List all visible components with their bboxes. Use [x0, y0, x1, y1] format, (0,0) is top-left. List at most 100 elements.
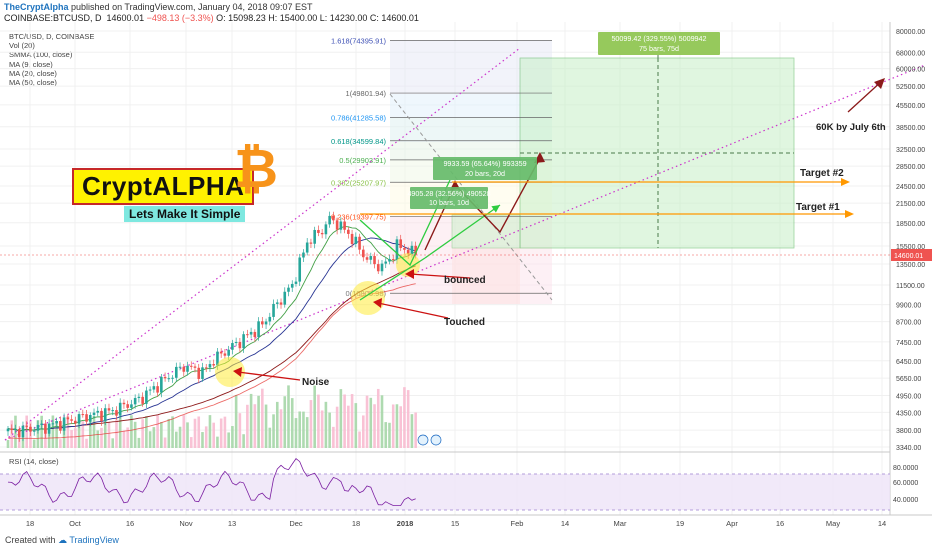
candle-body	[354, 236, 358, 244]
volume-bar	[234, 395, 238, 448]
bounced-arrow	[409, 273, 471, 279]
price-tick-label: 5650.00	[896, 376, 921, 383]
volume-bar	[317, 394, 320, 448]
price-tick-label: 11500.00	[896, 283, 925, 290]
current-price-label: 14600.01	[894, 253, 923, 260]
candle-body	[118, 402, 122, 416]
price-tick-label: 68000.00	[896, 50, 925, 57]
time-tick-label: 13	[228, 519, 236, 528]
candle-body	[171, 377, 174, 379]
green-path-2	[359, 257, 426, 301]
legend-volume[interactable]: Vol (20)	[9, 41, 35, 51]
candle-body	[365, 257, 369, 260]
candle-body	[85, 414, 88, 422]
target2-arrowhead	[841, 178, 850, 186]
touched-annotation: Touched	[444, 317, 485, 328]
candle-body	[320, 232, 324, 235]
volume-bar	[186, 422, 189, 448]
candle-body	[219, 351, 223, 354]
legend-ma50[interactable]: MA (50, close)	[9, 78, 57, 88]
price-tick-label: 3340.00	[896, 445, 921, 452]
rsi-legend[interactable]: RSI (14, close)	[9, 457, 59, 466]
measure-mid-line2: 20 bars, 20d	[465, 169, 505, 178]
candle-body	[290, 283, 294, 288]
volume-bar	[350, 394, 354, 448]
volume-bar	[130, 415, 133, 448]
time-tick-label: Oct	[69, 519, 82, 528]
publish-text: published on TradingView.com, January 04…	[71, 2, 313, 12]
fib-level-label: 0.236(19397.75)	[331, 213, 387, 222]
price-tick-label: 60000.00	[896, 67, 925, 74]
candle-body	[111, 410, 115, 412]
volume-bar	[279, 409, 283, 448]
volume-bar	[264, 404, 268, 448]
price-tick-label: 38500.00	[896, 125, 925, 132]
volume-bar	[369, 397, 373, 448]
candle-body	[287, 287, 290, 292]
volume-bar	[77, 415, 81, 448]
candle-body	[302, 252, 305, 258]
volume-bar	[410, 414, 414, 448]
last-price: 14600.01	[106, 13, 145, 23]
fib-trend-line	[389, 93, 553, 301]
volume-bar	[175, 431, 178, 448]
volume-bar	[246, 404, 249, 448]
candle-body	[212, 364, 215, 366]
volume-bar	[66, 415, 70, 448]
bitcoin-logo-icon: ₿	[234, 137, 279, 200]
measure-box-mid: 9933.59 (65.64%) 993359 20 bars, 20d	[433, 157, 537, 180]
legend-ma9[interactable]: MA (9, close)	[9, 59, 53, 69]
price-tick-label: 32500.00	[896, 147, 925, 154]
candle-body	[257, 321, 260, 338]
volume-bar	[399, 406, 402, 448]
ma9-line	[7, 225, 416, 432]
candle-body	[51, 423, 55, 425]
candle-body	[74, 420, 77, 424]
time-tick-label: May	[826, 519, 840, 528]
candle-body	[332, 215, 335, 221]
rsi-band	[0, 474, 890, 510]
volume-bar	[324, 401, 328, 448]
candle-body	[197, 367, 201, 379]
volume-bar	[257, 395, 260, 448]
volume-bar	[103, 415, 107, 448]
volume-bar	[212, 422, 215, 448]
candle-body	[32, 430, 36, 432]
volume-bar	[249, 393, 253, 448]
volume-bar	[208, 415, 212, 448]
close-value: C: 14600.01	[369, 13, 419, 23]
author-name[interactable]: TheCryptAlpha	[4, 2, 69, 12]
ma20-line	[7, 237, 416, 432]
candle-body	[96, 410, 100, 413]
legend-symbol[interactable]: BTC/USD, D, COINBASE	[9, 32, 95, 41]
time-tick-label: 16	[776, 519, 784, 528]
candle-body	[388, 259, 391, 262]
candle-body	[62, 417, 66, 431]
candle-body	[234, 342, 238, 344]
volume-bar	[197, 416, 201, 448]
price-axis: 80000.00 68000.00 60000.00 52500.00 45500.00…	[896, 29, 925, 452]
volume-bar	[152, 427, 156, 448]
fib-level-label: 0.5(29903.91)	[339, 156, 386, 165]
volume-bar	[365, 395, 369, 448]
time-axis: 18 Oct 16 Nov 13 Dec 18 2018 15 Feb 14 Mar 19 Apr 16 Ma…	[26, 519, 886, 528]
volume-bar	[182, 415, 186, 448]
volume-bar	[294, 418, 298, 448]
footer-brand[interactable]: TradingView	[69, 535, 119, 545]
time-tick-label: 2018	[397, 519, 414, 528]
volume-bar	[55, 420, 58, 448]
legend-smma[interactable]: SMMA (100, close)	[9, 50, 73, 60]
volume-bar	[96, 430, 100, 448]
risk-box	[452, 248, 520, 304]
candle-body	[343, 221, 346, 230]
volume-bar	[242, 434, 245, 448]
volume-bar	[384, 422, 388, 448]
candle-body	[107, 408, 111, 411]
indicator-legend: BTC/USD, D, COINBASE Vol (20) SMMA (100,…	[9, 32, 94, 87]
volume-bar	[92, 415, 96, 448]
legend-ma20[interactable]: MA (20, close)	[9, 68, 57, 78]
volume-bar	[395, 404, 399, 448]
volume-bar	[74, 428, 77, 448]
logo-tagline: Lets Make It Simple	[124, 206, 246, 222]
